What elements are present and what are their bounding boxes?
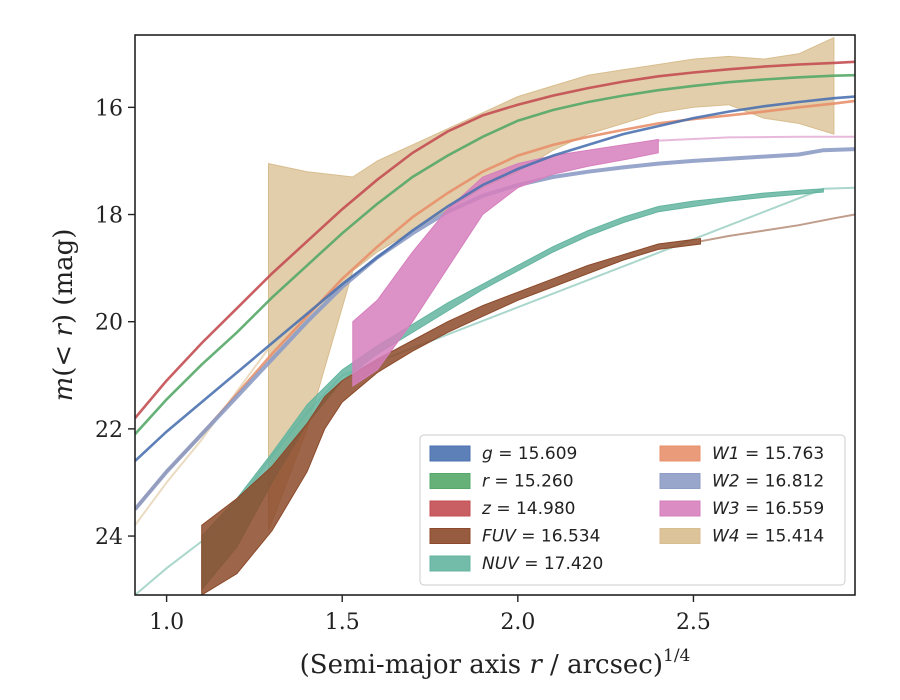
legend-label-g: g = 15.609 <box>482 444 577 464</box>
y-tick-label: 16 <box>95 96 123 121</box>
x-tick-label: 1.0 <box>149 610 184 635</box>
series-w3-extension <box>658 135 855 142</box>
plot-frame <box>134 34 856 596</box>
legend: g = 15.609 r = 15.260 z = 14.980 FUV = 16.5… <box>419 434 846 586</box>
y-tick-label: 20 <box>95 311 123 336</box>
legend-label-w4: W4 = 15.414 <box>712 527 824 547</box>
y-tick-label: 24 <box>95 525 123 550</box>
legend-label-nuv: NUV = 17.420 <box>482 554 603 574</box>
legend-box <box>419 434 846 586</box>
legend-swatch-z <box>429 500 471 517</box>
y-axis: 16 18 20 22 24 <box>95 96 135 550</box>
x-axis-label: (Semi-major axis r / arcsec)1/4 <box>300 646 691 680</box>
legend-swatch-w1 <box>659 445 701 462</box>
legend-label-r: r = 15.260 <box>482 472 574 492</box>
legend-label-w1: W1 = 15.763 <box>712 444 824 464</box>
legend-swatch-g <box>429 445 471 462</box>
series-r-line <box>135 73 855 436</box>
x-tick-label: 2.5 <box>676 610 711 635</box>
series-z-line <box>135 60 855 420</box>
legend-label-w2: W2 = 16.812 <box>712 472 824 492</box>
legend-swatch-r <box>429 473 471 489</box>
legend-label-z: z = 14.980 <box>481 499 575 519</box>
series-w4-extension <box>135 347 270 526</box>
legend-label-w3: W3 = 16.559 <box>712 499 824 519</box>
legend-swatch-fuv <box>429 528 471 544</box>
series-fuv-extension <box>700 213 855 243</box>
y-axis-label: m(< r) (mag) <box>49 229 79 402</box>
series-w1-line <box>135 99 855 511</box>
series-g-line <box>135 95 855 462</box>
legend-swatch-w2 <box>659 473 701 489</box>
series-w4-band <box>268 36 835 531</box>
legend-swatch-w3 <box>659 500 701 517</box>
x-tick-label: 2.0 <box>500 610 535 635</box>
y-tick-label: 22 <box>95 418 123 443</box>
legend-label-fuv: FUV = 16.534 <box>482 527 600 547</box>
y-tick-label: 18 <box>95 204 123 229</box>
x-tick-label: 1.5 <box>325 610 360 635</box>
series-layer <box>135 36 855 595</box>
legend-swatch-w4 <box>659 528 701 544</box>
x-axis: 1.0 1.5 2.0 2.5 <box>149 595 711 635</box>
legend-swatch-nuv <box>429 555 471 572</box>
